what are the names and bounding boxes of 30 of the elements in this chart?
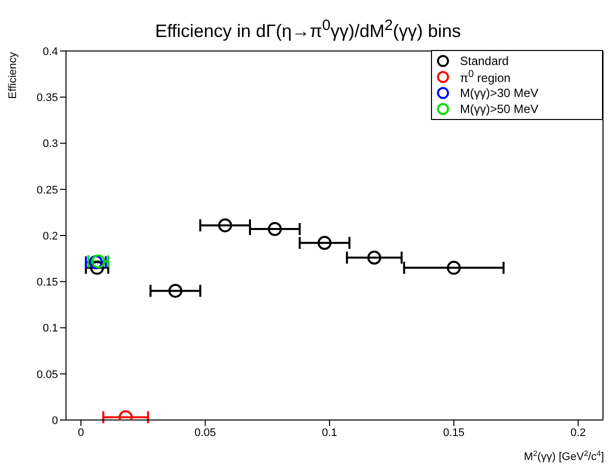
point [218, 218, 232, 232]
y-axis-title: Efficiency [7, 52, 19, 99]
x-tick-label: 0.15 [443, 426, 465, 439]
y-tick-label: 0.35 [36, 92, 58, 104]
point [90, 260, 104, 275]
point [88, 255, 103, 270]
x-tick-label: 0.05 [194, 426, 216, 439]
legend-label: π$^{0}$ region [460, 69, 511, 85]
y-tick-label: 0.25 [36, 184, 58, 196]
x-axis-title: M$^{2}$(γγ) [GeV$^{2}$/c$^{4}$] [524, 448, 604, 463]
point [91, 254, 106, 268]
y-tick-label: 0.4 [42, 46, 58, 58]
y-tick-label: 0.1 [42, 322, 58, 335]
x-tick-label: 0.1 [322, 426, 338, 439]
point [268, 222, 282, 236]
point [168, 284, 182, 298]
legend-label: M(γγ)>30 MeV [460, 86, 538, 100]
point [367, 250, 382, 265]
chart-title: Efficiency in dΓ(η→π$^{0}$γγ)/dM$^{2}$(γγ) bins [154, 16, 462, 43]
x-tick-label: 0.2 [570, 426, 586, 439]
y-tick-label: 0.05 [36, 368, 58, 381]
point [318, 236, 332, 250]
point [446, 260, 461, 275]
y-tick-label: 0.15 [36, 276, 58, 289]
x-tick-label: 0 [78, 426, 84, 439]
y-tick-label: 0.2 [42, 230, 58, 242]
y-tick-label: 0 [52, 414, 58, 427]
legend-label: Standard [460, 54, 509, 68]
legend-label: M(γγ)>50 MeV [460, 102, 538, 116]
y-tick-label: 0.3 [42, 138, 58, 150]
